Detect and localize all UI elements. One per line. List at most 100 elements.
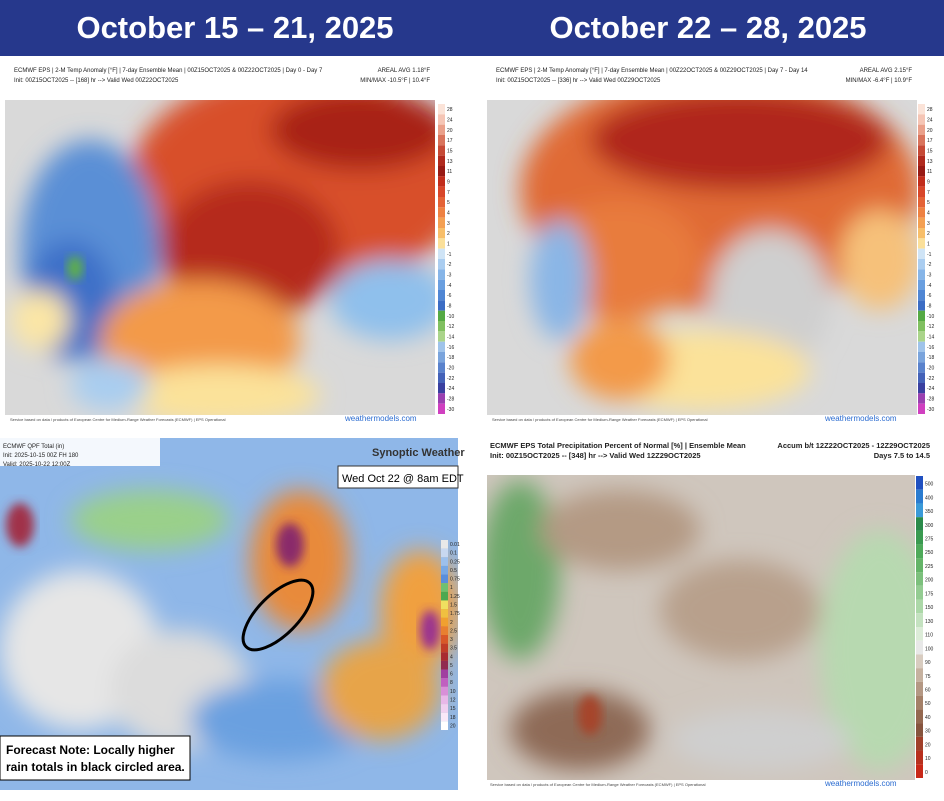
qpf-header-bg — [0, 438, 160, 466]
colorbar-swatch — [441, 557, 448, 566]
colorbar-swatch — [918, 310, 925, 321]
colorbar-label: -2 — [447, 262, 452, 268]
colorbar-label: -18 — [927, 355, 934, 361]
colorbar-swatch — [916, 736, 923, 751]
colorbar-label: 0 — [925, 770, 928, 776]
colorbar-swatch — [438, 228, 445, 239]
panel-header-line: ECMWF EPS | 2-M Temp Anomaly [°F] | 7-da… — [496, 68, 808, 74]
panel-stat: MIN/MAX -6.4°F | 10.9°F — [846, 78, 913, 84]
colorbar-label: 15 — [927, 149, 933, 155]
colorbar-swatch — [918, 403, 925, 414]
colorbar-swatch — [916, 476, 923, 490]
colorbar-swatch — [916, 544, 923, 559]
colorbar-swatch — [438, 362, 445, 373]
panel-footer: Service based on data / products of Euro… — [10, 417, 226, 422]
colorbar-label: 20 — [447, 128, 453, 134]
colorbar-swatch — [441, 643, 448, 653]
colorbar-label: 300 — [925, 523, 934, 529]
colorbar-swatch — [916, 654, 923, 669]
colorbar-label: 7 — [447, 190, 450, 196]
site-link: weathermodels.com — [824, 779, 897, 788]
colorbar-swatch — [441, 669, 448, 679]
colorbar-swatch — [916, 503, 923, 518]
colorbar-swatch — [916, 599, 923, 614]
colorbar-label: -4 — [927, 283, 932, 289]
colorbar-label: 11 — [927, 169, 932, 175]
colorbar-swatch — [916, 613, 923, 627]
colorbar-swatch — [918, 166, 925, 177]
colorbar-label: -16 — [447, 345, 454, 351]
panel-footer: Service based on data / products of Euro… — [492, 417, 708, 422]
colorbar-swatch — [438, 155, 445, 166]
colorbar-swatch — [918, 238, 925, 249]
colorbar-label: -1 — [447, 252, 452, 258]
colorbar-swatch — [441, 686, 448, 696]
colorbar-label: 200 — [925, 578, 934, 584]
colorbar-swatch — [918, 372, 925, 383]
colorbar-label: 12 — [450, 698, 456, 704]
colorbar-label: 20 — [925, 742, 931, 748]
colorbar-label: 1.5 — [450, 603, 457, 609]
colorbar-swatch — [916, 750, 923, 765]
colorbar-label: 3.5 — [450, 646, 457, 652]
colorbar-label: -24 — [447, 386, 454, 392]
colorbar-label: 90 — [925, 660, 931, 666]
colorbar-swatch — [916, 764, 923, 778]
colorbar-label: -6 — [927, 293, 932, 299]
forecast-note: rain totals in black circled area. — [6, 760, 185, 774]
colorbar-swatch — [438, 176, 445, 187]
colorbar-swatch — [441, 609, 448, 618]
colorbar-label: 225 — [925, 564, 934, 570]
colorbar-label: 4 — [927, 211, 930, 217]
colorbar-swatch — [438, 238, 445, 249]
colorbar-swatch — [916, 723, 923, 737]
colorbar-label: 30 — [925, 729, 931, 735]
colorbar-label: 275 — [925, 537, 934, 543]
note-box — [0, 735, 191, 781]
colorbar-label: 0.1 — [450, 551, 457, 557]
colorbar-swatch — [438, 383, 445, 394]
colorbar-swatch — [916, 695, 923, 710]
colorbar-swatch — [438, 393, 445, 404]
colorbar-swatch — [918, 393, 925, 404]
colorbar-swatch — [918, 145, 925, 156]
colorbar-swatch — [918, 135, 925, 146]
colorbar-swatch — [918, 155, 925, 166]
colorbar-label: 350 — [925, 509, 934, 515]
colorbar-swatch — [438, 341, 445, 352]
colorbar-swatch — [438, 124, 445, 135]
colorbar-label: -12 — [927, 324, 934, 330]
colorbar-swatch — [438, 403, 445, 414]
colorbar-label: 10 — [450, 689, 456, 695]
colorbar-label: 9 — [447, 180, 450, 186]
panel-header-line: Init: 00Z15OCT2025 -- [168] hr --> Valid… — [14, 78, 179, 84]
colorbar-swatch — [438, 248, 445, 259]
colorbar-swatch — [438, 310, 445, 321]
colorbar-label: 9 — [927, 180, 930, 186]
colorbar-swatch — [916, 530, 923, 545]
colorbar-label: 100 — [925, 646, 934, 652]
colorbar-swatch — [441, 574, 448, 584]
colorbar-label: 10 — [925, 756, 931, 762]
colorbar-swatch — [438, 300, 445, 311]
colorbar-label: 17 — [927, 138, 933, 144]
colorbar-swatch — [441, 583, 448, 592]
colorbar-label: -14 — [447, 335, 454, 341]
colorbar-label: -10 — [447, 314, 454, 320]
colorbar-label: -3 — [447, 273, 452, 279]
colorbar-swatch — [441, 721, 448, 730]
colorbar-swatch — [438, 197, 445, 208]
colorbar-label: 11 — [447, 169, 452, 175]
qpf-map — [0, 438, 458, 790]
colorbar-label: 5 — [450, 663, 453, 669]
colorbar-swatch — [918, 362, 925, 373]
forecast-note: Forecast Note: Locally higher — [6, 743, 175, 757]
colorbar-swatch — [916, 681, 923, 696]
colorbar-swatch — [438, 207, 445, 218]
colorbar-label: 13 — [447, 159, 453, 165]
colorbar-swatch — [918, 300, 925, 311]
colorbar-label: 500 — [925, 482, 934, 488]
colorbar-swatch — [438, 259, 445, 270]
colorbar-swatch — [441, 678, 448, 687]
